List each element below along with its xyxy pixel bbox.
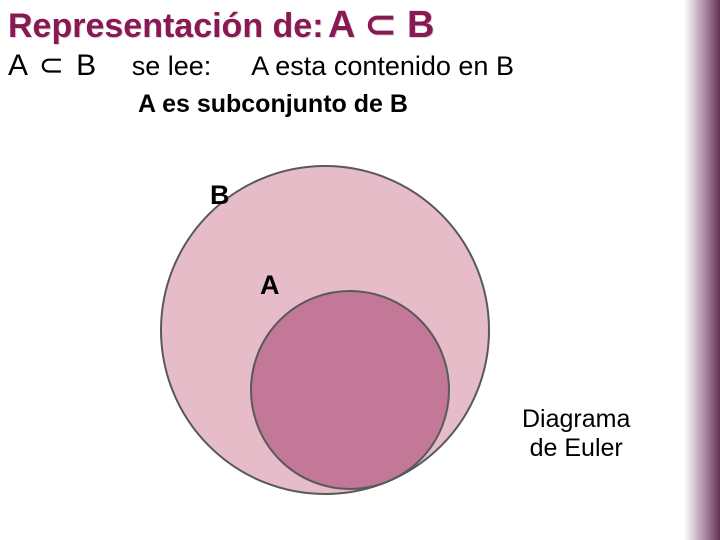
reading-line: A ⊂ B se lee: A esta contenido en B xyxy=(8,48,680,83)
diagram-caption: Diagrama de Euler xyxy=(522,405,630,463)
title-notation: A ⊂ B xyxy=(328,4,434,46)
selee-label: se lee: xyxy=(132,51,212,81)
title-row: Representación de: A ⊂ B xyxy=(8,2,680,47)
subset-statement: A es subconjunto de B xyxy=(138,90,408,119)
reading-text: A esta contenido en B xyxy=(251,51,514,81)
caption-line1: Diagrama xyxy=(522,405,630,433)
side-gradient-decoration xyxy=(684,0,720,540)
set-a-label: A xyxy=(260,270,280,301)
set-b-label: B xyxy=(210,180,230,211)
notation-small: A ⊂ B xyxy=(8,49,98,82)
set-a-circle xyxy=(250,290,450,490)
title-prefix: Representación de: xyxy=(8,7,324,45)
slide: Representación de: A ⊂ B A ⊂ B se lee: A… xyxy=(0,0,720,540)
euler-diagram: B A xyxy=(150,140,510,520)
caption-line2: de Euler xyxy=(530,434,623,462)
